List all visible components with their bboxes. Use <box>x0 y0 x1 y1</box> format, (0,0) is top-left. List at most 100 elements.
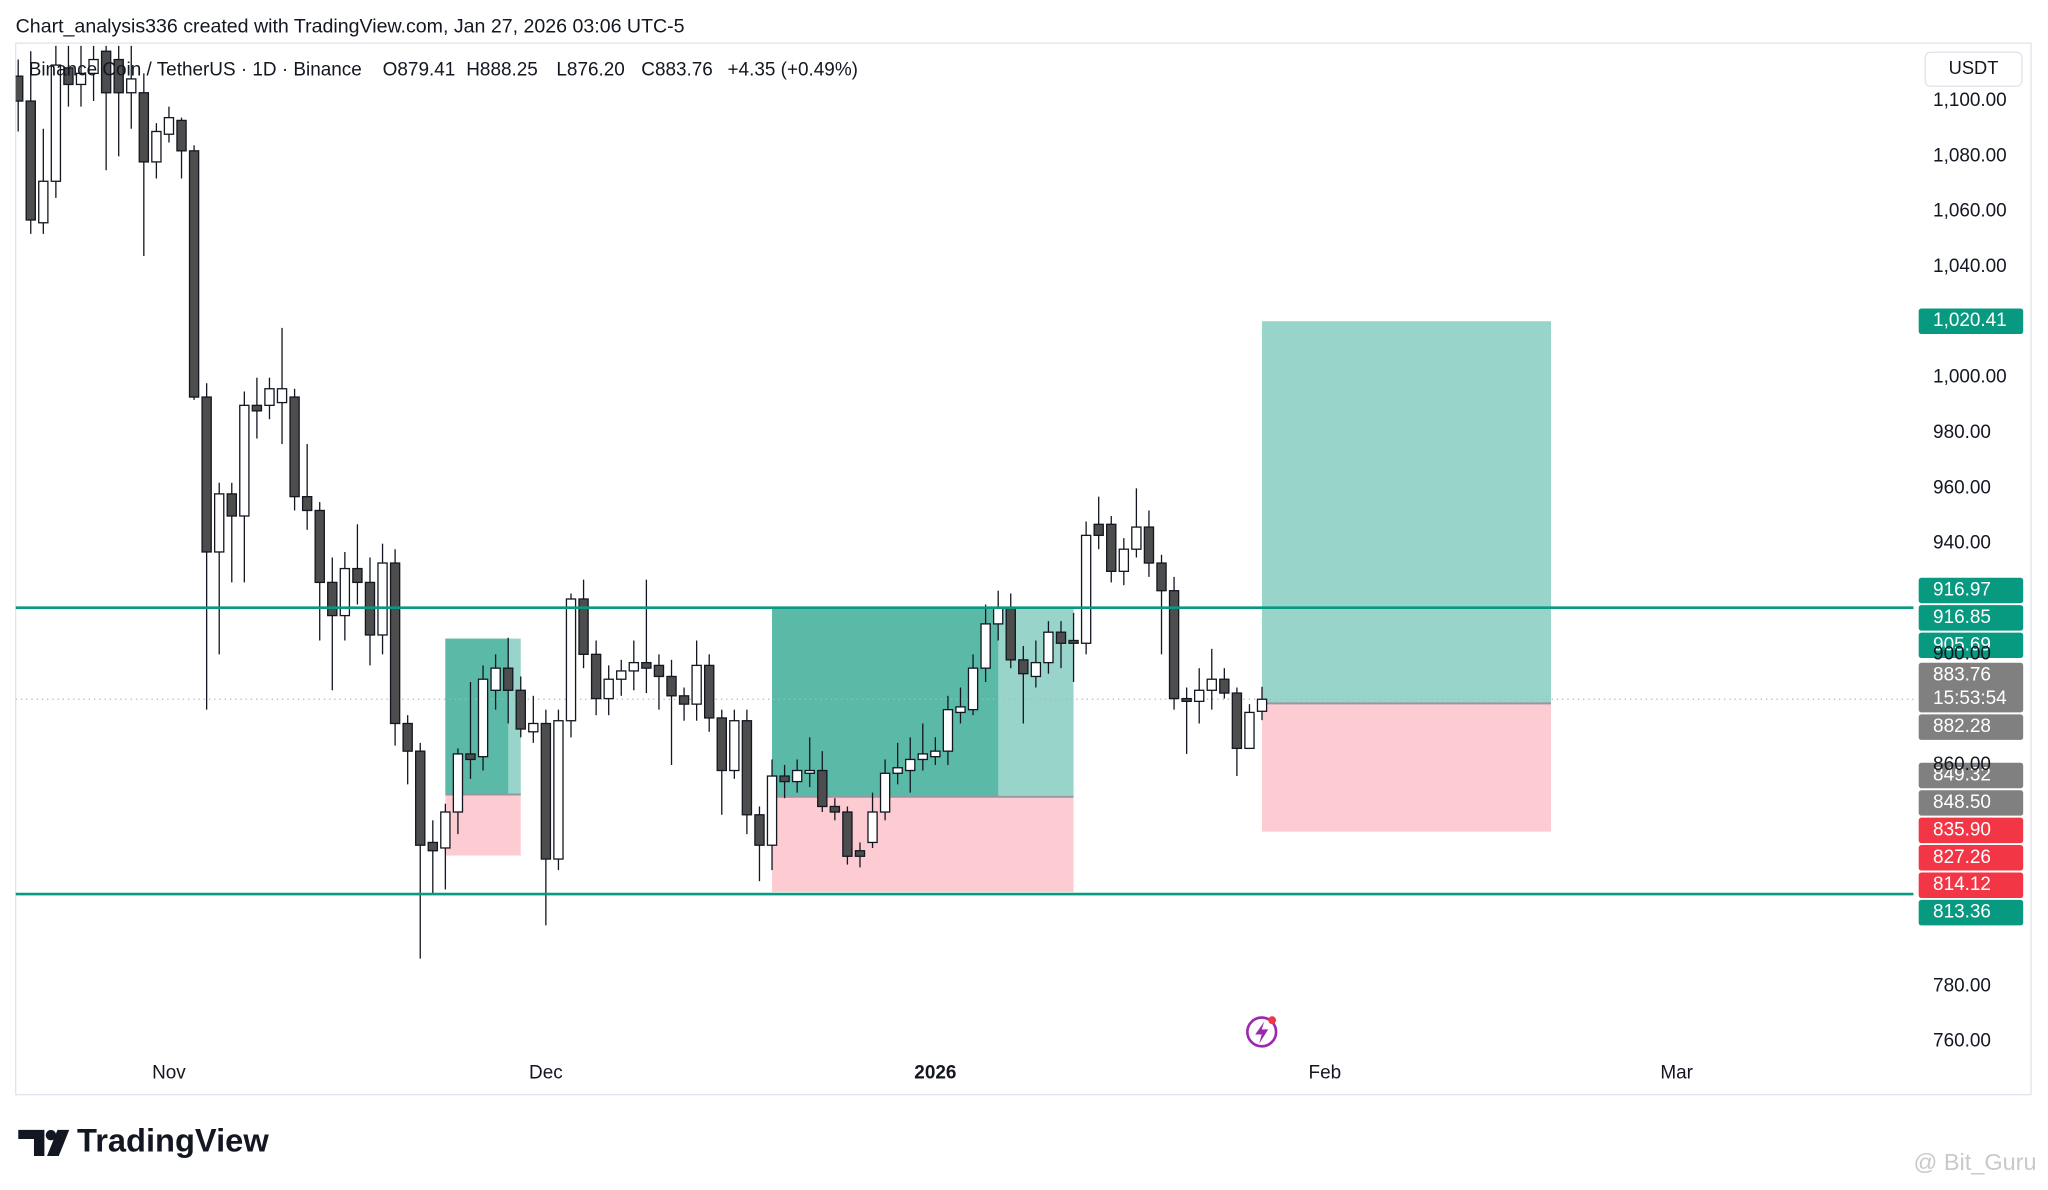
icon-ring <box>1246 1016 1278 1048</box>
candle-body <box>339 567 351 617</box>
y-tick-label: 960.00 <box>1933 477 1991 498</box>
candle-body <box>276 388 288 404</box>
candle-body <box>1168 590 1180 700</box>
plot-area <box>15 45 1914 959</box>
y-tick-label: 940.00 <box>1933 533 1991 554</box>
x-tick-label: Feb <box>1309 1063 1342 1084</box>
price-label-box <box>1918 662 2024 713</box>
candle-body <box>440 811 451 849</box>
header: Chart_analysis336 created with TradingVi… <box>16 16 685 38</box>
y-tick-label: 860.00 <box>1933 754 1991 775</box>
candle-body <box>553 720 564 860</box>
candle-body <box>653 664 665 678</box>
price-label-box <box>1918 899 2024 926</box>
candle-body <box>967 667 979 711</box>
target-zone <box>1262 321 1551 704</box>
candle-body <box>1193 689 1205 703</box>
x-tick-label: Dec <box>529 1063 563 1084</box>
candle-body <box>779 775 790 783</box>
candle-body <box>829 805 841 813</box>
candle-body <box>804 769 815 774</box>
candle-body <box>176 119 187 152</box>
price-label: 814.12 <box>1933 874 1991 895</box>
candle-body <box>955 706 966 714</box>
candle-body <box>942 709 954 752</box>
candle-body <box>1219 678 1230 694</box>
candle-body <box>226 493 237 517</box>
logo-mark <box>47 1129 70 1157</box>
candle-body <box>628 661 640 672</box>
candle-body <box>1106 523 1117 572</box>
candle-body <box>213 493 225 553</box>
candle-body <box>138 92 150 163</box>
price-label: 827.26 <box>1933 847 1991 868</box>
candle-body <box>452 753 464 813</box>
price-label: 883.76 <box>1933 665 1991 686</box>
price-label-box <box>1918 308 2024 334</box>
candle-body <box>842 811 853 857</box>
candle-body <box>754 814 765 846</box>
candle-body <box>741 720 753 816</box>
currency[interactable]: USDT <box>1949 57 1999 78</box>
candle-body <box>1055 631 1067 644</box>
overlay: 1,020.41 916.97 916.85 905.69 883.7615:53:54… <box>1918 308 2024 926</box>
candle-body <box>239 404 250 517</box>
candle-body <box>691 664 702 705</box>
candle-body <box>126 78 137 94</box>
candle-body <box>477 678 489 758</box>
legend-open: O879.41 <box>383 60 456 81</box>
candle-body <box>427 841 439 852</box>
currency-button[interactable] <box>1924 51 2023 87</box>
countdown: 15:53:54 <box>1933 688 2007 709</box>
logo-mark <box>18 1129 45 1157</box>
price-label-box <box>1918 605 2024 631</box>
candle-body <box>678 695 690 705</box>
symbol-title: Binance Coin / TetherUS · 1D · Binance <box>29 60 362 81</box>
candle-body <box>729 720 740 772</box>
candle-body <box>1244 711 1255 750</box>
candle-body <box>25 100 36 221</box>
price-label: 1,020.41 <box>1933 310 2007 331</box>
candle-body <box>791 769 803 783</box>
legend-change: +4.35 (+0.49%) <box>728 60 858 81</box>
candle-body <box>1068 639 1079 644</box>
price-label-box <box>1918 817 2024 844</box>
x-tick-label: Nov <box>152 1063 186 1084</box>
candle-body <box>980 623 991 669</box>
y-tick-label: 1,100.00 <box>1933 90 2007 111</box>
candle-body <box>377 562 388 636</box>
icon-bolt <box>1255 1021 1269 1044</box>
price-label-box <box>1918 577 2024 604</box>
price-label: 916.85 <box>1933 607 1991 628</box>
alert-icon[interactable] <box>1246 1016 1278 1048</box>
candle-body <box>389 562 401 725</box>
price-label: 882.28 <box>1933 716 1991 737</box>
y-tick-label: 900.00 <box>1933 643 1991 664</box>
price-label: 813.36 <box>1933 902 1991 923</box>
brand-logo <box>18 1129 70 1157</box>
price-label-box <box>1918 845 2024 871</box>
x-tick-label: Mar <box>1660 1063 1693 1084</box>
candle-body <box>992 606 1004 625</box>
candle-body <box>578 598 589 655</box>
watermark: @ Bit_Guru <box>1913 1149 2036 1175</box>
candle-body <box>540 722 552 860</box>
candle-body <box>38 180 49 224</box>
x-tick-label: 2026 <box>914 1063 956 1084</box>
y-tick-label: 780.00 <box>1933 975 1991 996</box>
candle-body <box>930 750 941 758</box>
candle-body <box>515 689 526 730</box>
y-tick-label: 1,080.00 <box>1933 145 2007 166</box>
candle-body <box>1143 526 1155 564</box>
candle-body <box>905 758 916 772</box>
legend-high: H888.25 <box>466 60 538 81</box>
candle-body <box>867 811 878 844</box>
candle-body <box>1030 661 1042 678</box>
candle-body <box>1043 631 1054 664</box>
price-label: 835.90 <box>1933 819 1991 840</box>
candle-body <box>402 722 413 752</box>
candle-body <box>415 750 426 846</box>
candle-body <box>314 509 325 584</box>
